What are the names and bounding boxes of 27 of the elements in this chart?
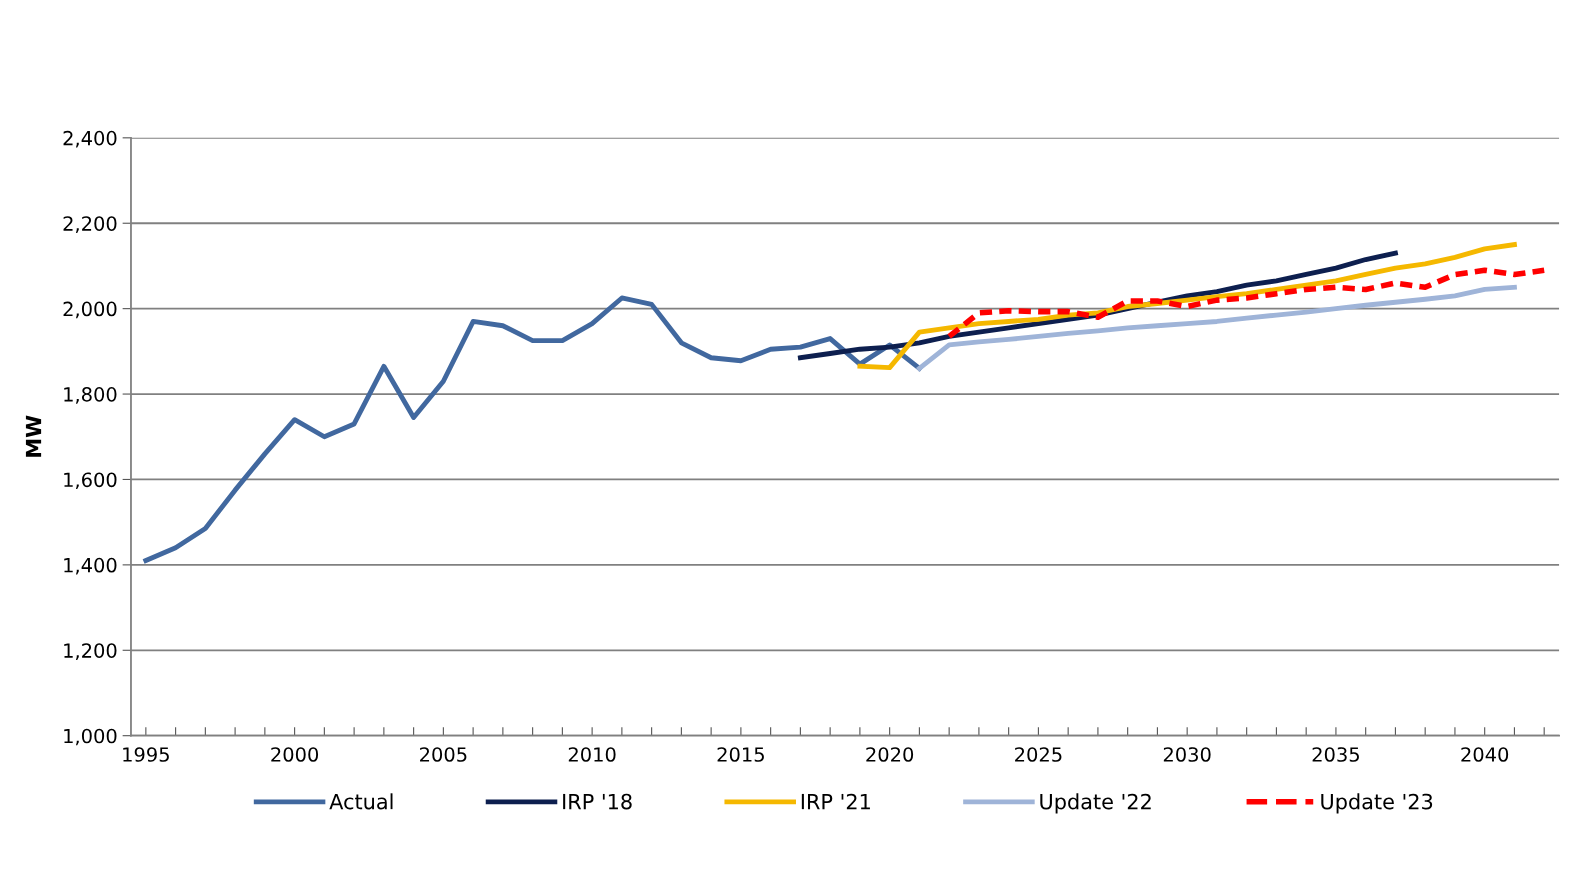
legend-label: Actual — [329, 793, 393, 810]
y-tick-label: 2,200 — [63, 216, 117, 233]
x-tick-label: 1995 — [123, 747, 169, 762]
y-tick-label: 2,400 — [63, 130, 117, 148]
y-tick-label: 1,000 — [64, 728, 117, 746]
line-series — [143, 295, 922, 564]
x-tick-label: 2000 — [271, 747, 319, 762]
y-axis-title: MW — [25, 415, 42, 457]
x-tick-label: 2010 — [568, 747, 616, 762]
x-tick-label: 2020 — [866, 747, 914, 762]
x-tick-label: 2025 — [1015, 747, 1062, 762]
line-series — [916, 284, 1517, 371]
y-tick-label: 1,600 — [64, 472, 117, 490]
y-tick-label: 1,200 — [64, 643, 117, 660]
legend-label: IRP '21 — [801, 793, 870, 810]
y-tick-label: 1,400 — [64, 557, 117, 575]
x-tick-label: 2015 — [717, 747, 764, 762]
legend-label: Update '23 — [1321, 793, 1433, 814]
y-tick-label: 2,000 — [63, 301, 117, 319]
x-tick-label: 2035 — [1312, 747, 1359, 762]
x-tick-label: 2030 — [1163, 747, 1211, 762]
x-tick-label: 2040 — [1461, 747, 1509, 762]
line-series — [857, 242, 1517, 371]
legend-label: Update '22 — [1040, 793, 1151, 814]
y-tick-label: 1,800 — [64, 387, 117, 404]
legend-label: IRP '18 — [563, 793, 632, 810]
x-tick-label: 2005 — [420, 747, 467, 762]
